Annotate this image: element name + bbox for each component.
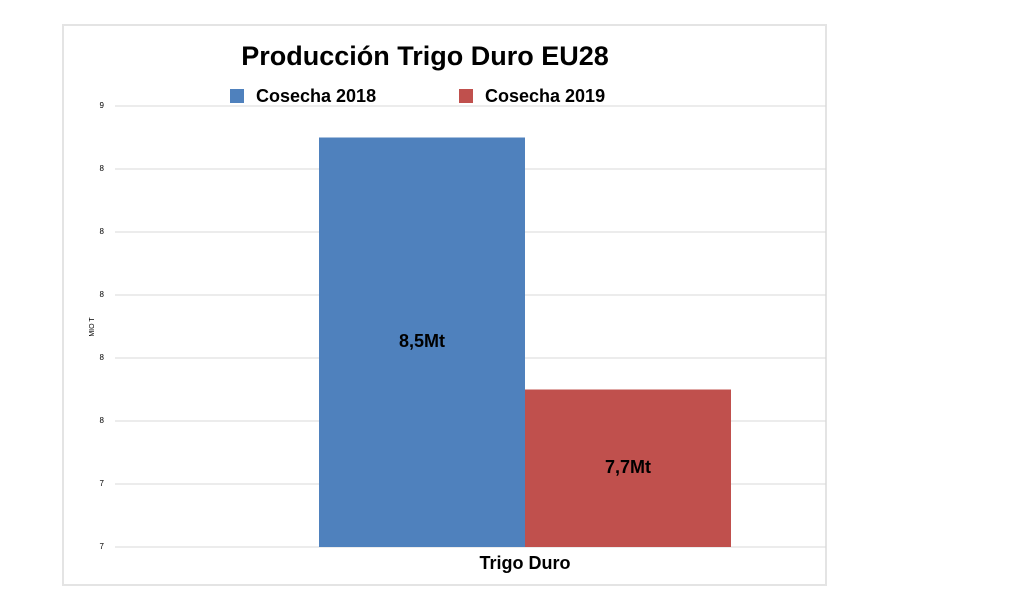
y-tick-label: 8 <box>100 164 105 173</box>
bar <box>525 389 731 547</box>
legend-swatch <box>230 89 244 103</box>
bar <box>319 137 525 547</box>
y-tick-label: 8 <box>100 227 105 236</box>
y-tick-label: 8 <box>100 353 105 362</box>
y-tick-label: 8 <box>100 290 105 299</box>
y-tick-label: 9 <box>100 101 105 110</box>
data-label: 7,7Mt <box>605 457 651 477</box>
data-label: 8,5Mt <box>399 331 445 351</box>
legend-swatch <box>459 89 473 103</box>
chart-title: Producción Trigo Duro EU28 <box>241 41 609 71</box>
y-tick-label: 7 <box>100 542 105 551</box>
legend-label: Cosecha 2018 <box>256 86 376 106</box>
y-axis-label: MIO T <box>89 317 96 337</box>
legend-label: Cosecha 2019 <box>485 86 605 106</box>
y-tick-label: 7 <box>100 479 105 488</box>
x-tick-label: Trigo Duro <box>480 553 571 573</box>
y-tick-label: 8 <box>100 416 105 425</box>
